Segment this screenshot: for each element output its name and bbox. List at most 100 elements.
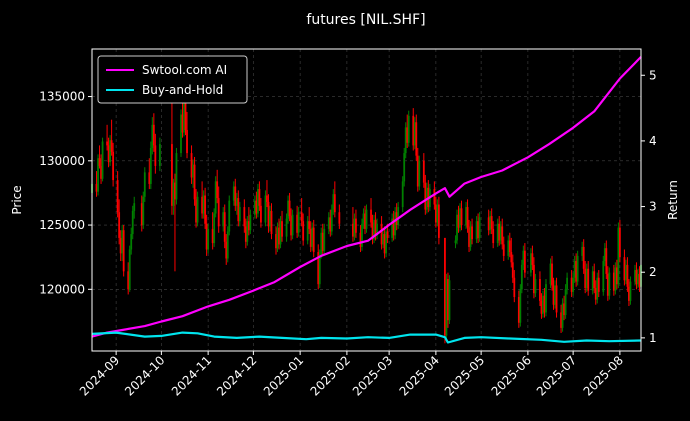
candle-body bbox=[122, 230, 125, 272]
candle-body bbox=[128, 249, 131, 290]
candle-body bbox=[623, 257, 626, 281]
candle-body bbox=[97, 158, 99, 192]
return-series bbox=[91, 56, 642, 344]
candle-body bbox=[416, 155, 419, 187]
y-right-tick-label: 2 bbox=[649, 265, 657, 279]
y-right-tick-label: 5 bbox=[649, 68, 657, 82]
candle-body bbox=[180, 114, 182, 154]
candle-body bbox=[584, 268, 587, 289]
candle-body bbox=[508, 240, 511, 253]
legend-box bbox=[97, 55, 248, 104]
candle-body bbox=[594, 288, 597, 300]
candle-body bbox=[570, 277, 573, 292]
candle-body bbox=[563, 303, 565, 316]
y-axis-left-label: Price bbox=[10, 185, 24, 214]
y-right-tick-label: 1 bbox=[649, 331, 657, 345]
candle-body bbox=[285, 218, 288, 237]
candle-body bbox=[625, 264, 627, 281]
ai-return-line bbox=[91, 56, 642, 338]
candle-body bbox=[478, 217, 481, 238]
candle-body bbox=[330, 209, 333, 232]
candle-body bbox=[597, 277, 600, 292]
candle-body bbox=[95, 183, 98, 192]
candle-body bbox=[581, 246, 584, 256]
candle-body bbox=[501, 226, 504, 245]
candle-body bbox=[465, 207, 467, 226]
candle-body bbox=[216, 181, 219, 199]
candle-body bbox=[445, 279, 448, 336]
candle-body bbox=[407, 115, 410, 143]
candle-body bbox=[352, 223, 354, 237]
candle-body bbox=[510, 252, 513, 263]
y-left-tick-label: 125000 bbox=[39, 218, 85, 232]
candle-body bbox=[258, 189, 261, 206]
legend: Swtool.com AI Buy-and-Hold bbox=[97, 55, 248, 104]
legend-label-bh: Buy-and-Hold bbox=[142, 83, 223, 97]
candle-body bbox=[228, 200, 231, 232]
candle-body bbox=[593, 271, 596, 289]
candle-body bbox=[171, 144, 173, 206]
candle-body bbox=[207, 228, 210, 250]
candle-body bbox=[434, 204, 437, 223]
candle-body bbox=[359, 232, 362, 247]
candle-body bbox=[382, 234, 384, 245]
candle-body bbox=[202, 195, 205, 214]
candle-body bbox=[158, 144, 161, 166]
candle-body bbox=[106, 141, 108, 146]
candle-body bbox=[629, 281, 632, 301]
candle-body bbox=[549, 263, 552, 285]
candle-body bbox=[142, 196, 145, 226]
candle-body bbox=[615, 267, 618, 285]
candle-body bbox=[116, 180, 119, 213]
candle-body bbox=[635, 270, 638, 285]
candle-body bbox=[109, 140, 111, 163]
candle-body bbox=[519, 289, 522, 323]
candle-body bbox=[618, 227, 621, 258]
candle-body bbox=[471, 226, 473, 240]
candle-body bbox=[529, 253, 532, 273]
candle-body bbox=[555, 285, 558, 313]
y-left-tick-label: 130000 bbox=[39, 154, 85, 168]
candle-body bbox=[587, 268, 590, 291]
candle-body bbox=[195, 199, 197, 223]
candle-body bbox=[333, 194, 336, 213]
candle-body bbox=[290, 216, 292, 236]
candle-body bbox=[564, 289, 567, 316]
candle-body bbox=[257, 189, 259, 214]
legend-label-ai: Swtool.com AI bbox=[142, 63, 227, 77]
candle-body bbox=[385, 231, 388, 254]
candle-body bbox=[151, 124, 154, 148]
candle-body bbox=[223, 212, 226, 242]
candle-body bbox=[288, 200, 291, 217]
candle-body bbox=[602, 261, 605, 292]
candle-body bbox=[534, 279, 537, 294]
candle-body bbox=[614, 267, 617, 291]
candle-body bbox=[561, 303, 564, 328]
candle-body bbox=[300, 212, 303, 222]
candle-body bbox=[542, 295, 544, 314]
candle-body bbox=[380, 223, 383, 245]
candle-body bbox=[634, 270, 636, 282]
candle-body bbox=[183, 102, 185, 133]
candle-body bbox=[174, 182, 176, 200]
candle-body bbox=[551, 263, 553, 286]
candle-body bbox=[296, 214, 299, 233]
candle-body bbox=[457, 214, 460, 228]
candle-body bbox=[637, 273, 639, 285]
candle-body bbox=[520, 264, 523, 290]
candle-body bbox=[238, 207, 241, 222]
candle-body bbox=[447, 279, 449, 321]
candle-body bbox=[181, 114, 184, 133]
candle-body bbox=[566, 277, 568, 290]
candle-body bbox=[517, 297, 520, 323]
candle-body bbox=[118, 212, 121, 238]
candle-body bbox=[148, 172, 151, 184]
candle-body bbox=[278, 227, 280, 245]
candle-body bbox=[193, 164, 196, 200]
candle-body bbox=[320, 232, 323, 255]
candle-body bbox=[100, 165, 102, 179]
candle-body bbox=[365, 209, 368, 229]
candle-body bbox=[291, 214, 294, 236]
candle-body bbox=[211, 228, 214, 244]
candle-body bbox=[121, 230, 124, 254]
